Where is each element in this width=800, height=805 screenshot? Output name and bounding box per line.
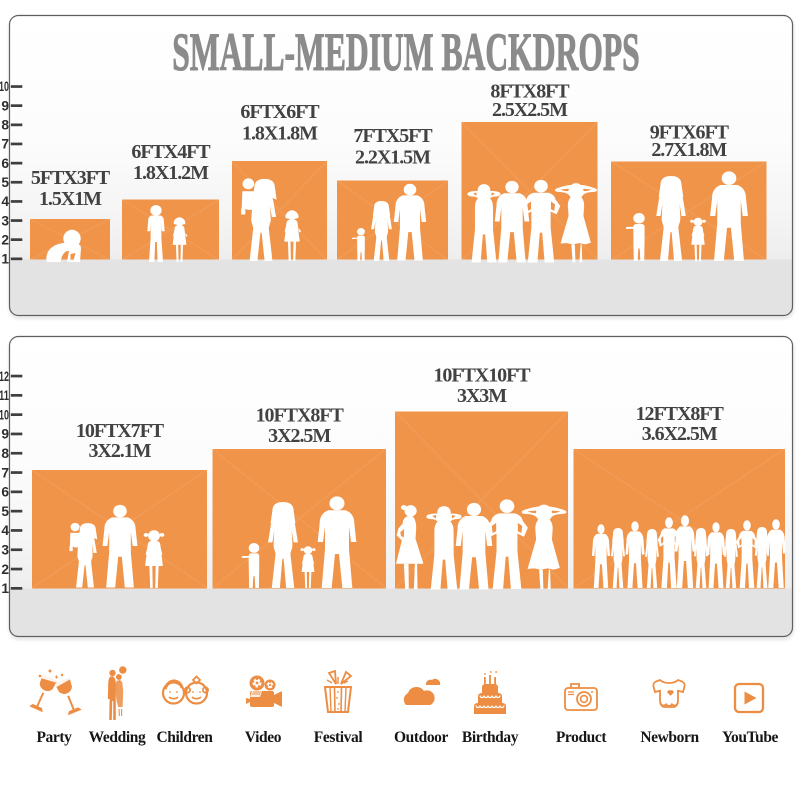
- svg-text:2.7X1.8M: 2.7X1.8M: [651, 139, 727, 161]
- svg-text:3.6X2.5M: 3.6X2.5M: [642, 423, 718, 445]
- svg-text:Festival: Festival: [314, 729, 364, 746]
- svg-text:12FTX8FT: 12FTX8FT: [636, 403, 725, 425]
- svg-text:10FTX10FT: 10FTX10FT: [433, 365, 531, 387]
- svg-text:Children: Children: [157, 729, 214, 746]
- svg-text:Outdoor: Outdoor: [394, 729, 449, 746]
- svg-text:10FTX7FT: 10FTX7FT: [76, 420, 165, 442]
- svg-text:2.2X1.5M: 2.2X1.5M: [355, 147, 431, 169]
- svg-text:7: 7: [1, 137, 9, 152]
- svg-text:2.5X2.5M: 2.5X2.5M: [492, 99, 568, 121]
- svg-text:6: 6: [1, 485, 9, 500]
- svg-text:3X2.5M: 3X2.5M: [268, 425, 331, 447]
- svg-text:10: 10: [0, 407, 9, 422]
- svg-text:3: 3: [1, 213, 9, 228]
- svg-text:Newborn: Newborn: [640, 729, 699, 746]
- svg-text:6FTX4FT: 6FTX4FT: [131, 141, 211, 163]
- svg-text:4: 4: [1, 194, 9, 209]
- svg-text:7FTX5FT: 7FTX5FT: [353, 125, 433, 147]
- svg-text:6FTX6FT: 6FTX6FT: [240, 101, 320, 123]
- svg-text:Party: Party: [36, 729, 72, 746]
- svg-text:2: 2: [1, 232, 9, 247]
- svg-text:8FTX8FT: 8FTX8FT: [490, 81, 570, 103]
- svg-text:5FTX3FT: 5FTX3FT: [31, 167, 111, 189]
- svg-text:Birthday: Birthday: [462, 729, 519, 746]
- svg-text:7: 7: [1, 465, 9, 480]
- svg-text:3: 3: [1, 543, 9, 558]
- svg-text:12: 12: [0, 369, 9, 384]
- svg-text:1.8X1.8M: 1.8X1.8M: [242, 123, 318, 145]
- svg-text:2: 2: [1, 562, 9, 577]
- svg-text:3X3M: 3X3M: [457, 385, 507, 407]
- svg-text:10: 10: [0, 79, 9, 94]
- svg-text:8: 8: [1, 118, 9, 133]
- svg-text:Wedding: Wedding: [89, 729, 146, 746]
- svg-text:9FTX6FT: 9FTX6FT: [650, 122, 730, 144]
- svg-text:1.8X1.2M: 1.8X1.2M: [133, 162, 209, 184]
- svg-text:3X2.1M: 3X2.1M: [88, 440, 151, 462]
- svg-text:6: 6: [1, 156, 9, 171]
- svg-text:1.5X1M: 1.5X1M: [39, 188, 102, 210]
- svg-text:1: 1: [1, 252, 9, 267]
- svg-text:5: 5: [1, 504, 9, 519]
- svg-text:YouTube: YouTube: [722, 729, 779, 746]
- svg-text:4: 4: [1, 523, 9, 538]
- svg-text:Product: Product: [556, 729, 608, 746]
- svg-text:5: 5: [1, 175, 9, 190]
- svg-text:10FTX8FT: 10FTX8FT: [256, 405, 345, 427]
- svg-text:9: 9: [1, 427, 9, 442]
- svg-text:SMALL-MEDIUM BACKDROPS: SMALL-MEDIUM BACKDROPS: [172, 22, 640, 82]
- svg-text:Video: Video: [245, 729, 282, 746]
- svg-text:1: 1: [1, 581, 9, 596]
- svg-text:9: 9: [1, 98, 9, 113]
- svg-text:8: 8: [1, 446, 9, 461]
- svg-text:11: 11: [0, 388, 9, 403]
